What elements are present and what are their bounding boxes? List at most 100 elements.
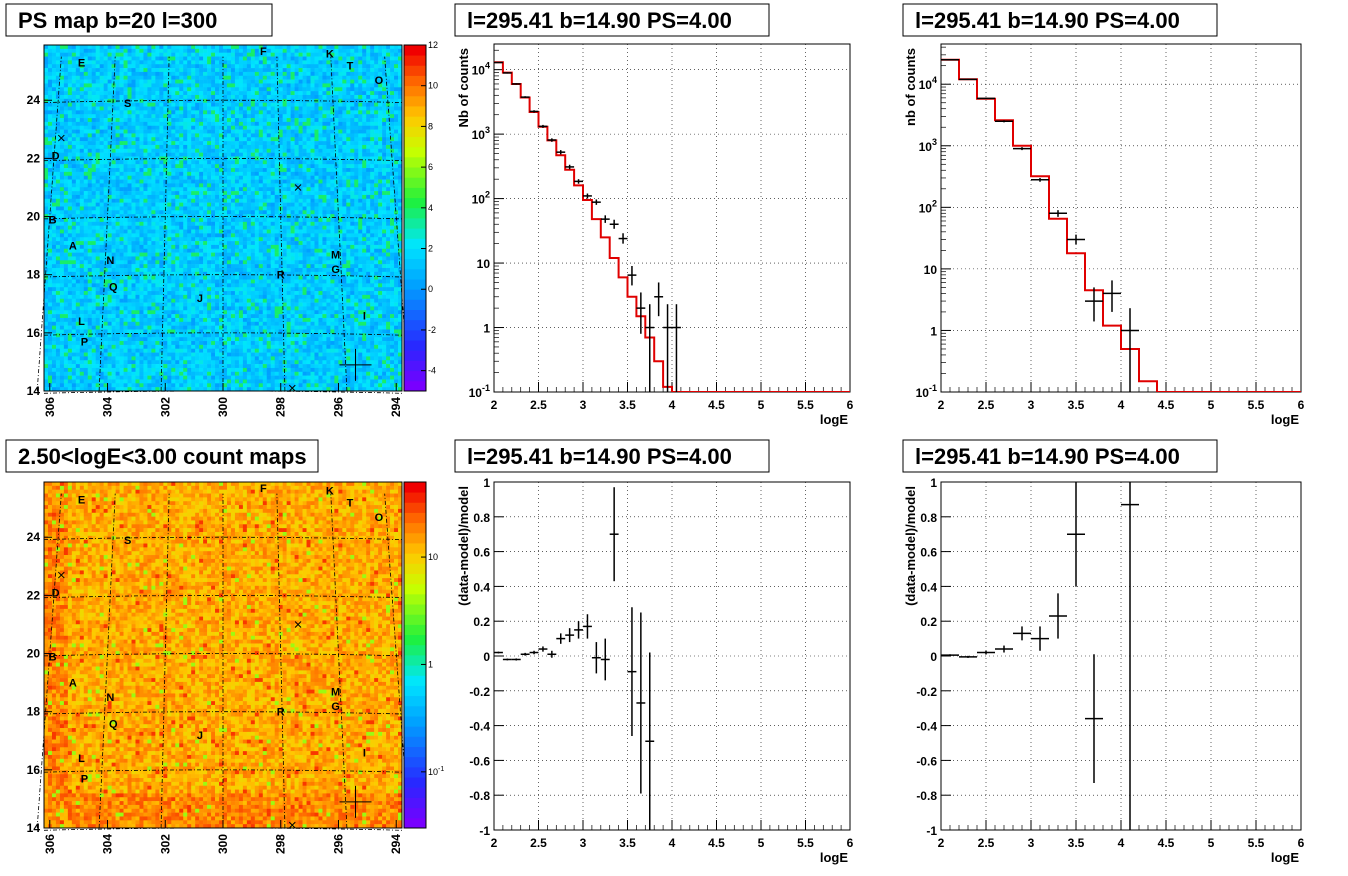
source-label: T bbox=[347, 60, 354, 72]
data-point bbox=[494, 61, 503, 64]
heatmap-pixels bbox=[44, 45, 403, 392]
source-label: S bbox=[124, 98, 131, 110]
y-tick-label: 20 bbox=[27, 210, 41, 224]
data-point bbox=[600, 215, 610, 223]
x-tick-label: 2.5 bbox=[978, 836, 995, 850]
source-label: G bbox=[331, 264, 340, 276]
y-axis-label: nb of counts bbox=[903, 48, 918, 126]
residual-point bbox=[502, 658, 512, 661]
colorbar-tick-label: -4 bbox=[428, 366, 436, 376]
colorbar-band bbox=[404, 553, 426, 564]
x-tick-label: 5.5 bbox=[1248, 836, 1265, 850]
panel-title: l=295.41 b=14.90 PS=4.00 bbox=[467, 8, 732, 33]
colorbar-band bbox=[404, 207, 426, 219]
title-frame bbox=[5, 3, 273, 37]
parallel-line bbox=[43, 216, 403, 220]
colorbar-frame bbox=[403, 481, 427, 829]
source-label: J bbox=[197, 730, 203, 742]
data-point bbox=[511, 83, 521, 85]
residual-point bbox=[556, 633, 566, 644]
x-tick-label: 4.5 bbox=[1158, 398, 1175, 412]
data-point bbox=[547, 138, 557, 142]
parallel-line bbox=[43, 158, 403, 162]
y-tick-label: -0.6 bbox=[469, 754, 490, 768]
x-tick-label: 3.5 bbox=[1068, 398, 1085, 412]
residual-point bbox=[645, 652, 655, 830]
y-tick-label: 0.6 bbox=[920, 546, 937, 560]
source-label: S bbox=[124, 535, 131, 547]
residual-point bbox=[574, 621, 583, 639]
y-tick-label: 104 bbox=[919, 75, 937, 92]
source-label: D bbox=[52, 587, 60, 599]
colorbar-band bbox=[404, 532, 426, 544]
parallel-line bbox=[43, 769, 403, 773]
colorbar-tick-label: 10 bbox=[428, 81, 438, 91]
panel-title: 2.50<logE<3.00 count maps bbox=[18, 444, 307, 469]
source-label: N bbox=[106, 692, 114, 704]
colorbar-tick-label: 10-1 bbox=[428, 766, 444, 777]
colorbar-band bbox=[404, 512, 426, 524]
parallel-line bbox=[43, 99, 403, 103]
data-point bbox=[609, 219, 619, 229]
residual-point bbox=[1067, 482, 1085, 587]
y-tick-label: 16 bbox=[27, 763, 41, 777]
colorbar-band bbox=[404, 787, 426, 798]
data-point bbox=[995, 120, 1013, 123]
colorbar-band bbox=[404, 156, 426, 168]
source-label: E bbox=[78, 494, 85, 506]
residual-point bbox=[1121, 482, 1139, 830]
data-point bbox=[618, 233, 628, 244]
data-point bbox=[977, 97, 995, 100]
plot-area bbox=[941, 482, 1139, 830]
plot-area bbox=[494, 487, 655, 830]
data-point bbox=[1121, 308, 1139, 392]
data-point bbox=[663, 304, 672, 392]
colorbar-band bbox=[404, 258, 426, 270]
source-label: I bbox=[363, 747, 366, 759]
source-label: M bbox=[331, 249, 340, 261]
source-label: B bbox=[49, 651, 57, 663]
meridian-line bbox=[36, 493, 62, 829]
colorbar-band bbox=[404, 614, 426, 625]
x-tick-label: 6 bbox=[847, 398, 854, 412]
x-tick-label: 4 bbox=[669, 398, 676, 412]
colorbar-band bbox=[404, 705, 426, 717]
source-cross-marker bbox=[294, 184, 302, 191]
y-axis-label: (data-model)/model bbox=[456, 486, 471, 606]
residual-point bbox=[538, 646, 548, 652]
x-tick-label: 6 bbox=[1298, 836, 1305, 850]
residual-point bbox=[591, 642, 601, 674]
y-tick-label: 0.8 bbox=[920, 511, 937, 525]
x-tick-label: 304 bbox=[101, 834, 115, 854]
x-tick-label: 298 bbox=[274, 834, 288, 854]
residual-point bbox=[977, 650, 995, 655]
colorbar-band bbox=[404, 340, 426, 351]
residual-point bbox=[565, 628, 575, 643]
colorbar-band bbox=[404, 319, 426, 331]
title-frame bbox=[5, 439, 319, 473]
source-cross-marker bbox=[294, 621, 302, 628]
colorbar-band bbox=[404, 45, 426, 56]
colorbar-band bbox=[404, 522, 426, 534]
panel-title: l=295.41 b=14.90 PS=4.00 bbox=[915, 444, 1180, 469]
residual-point bbox=[583, 614, 592, 639]
source-label: F bbox=[260, 46, 267, 58]
y-tick-label: 14 bbox=[27, 821, 41, 835]
source-label: Q bbox=[109, 718, 118, 730]
colorbar-band bbox=[404, 685, 426, 697]
colorbar: -4 -2 0 2 4 6 8 10 12 bbox=[403, 40, 438, 392]
colorbar-band bbox=[404, 95, 426, 107]
y-tick-label: 103 bbox=[919, 137, 937, 154]
x-tick-label: 3.5 bbox=[619, 836, 636, 850]
parallel-line bbox=[43, 536, 403, 540]
parallel-line bbox=[43, 653, 403, 657]
colorbar-band bbox=[404, 675, 426, 686]
data-point bbox=[1013, 147, 1031, 151]
y-tick-label: -0.4 bbox=[916, 720, 937, 734]
source-label: M bbox=[331, 686, 340, 698]
x-tick-label: 2.5 bbox=[978, 398, 995, 412]
source-label: L bbox=[78, 316, 85, 328]
y-tick-label: -0.8 bbox=[916, 789, 937, 803]
source-label: Q bbox=[109, 281, 118, 293]
